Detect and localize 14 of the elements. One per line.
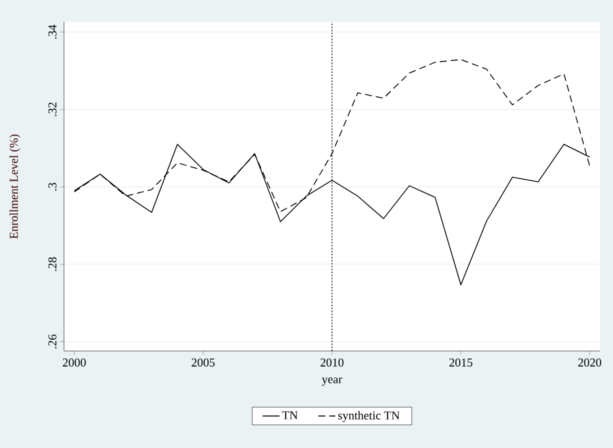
y-tick-label: .26 [48, 334, 57, 348]
x-axis-title: year [322, 378, 342, 386]
x-tick-label: 2010 [320, 358, 344, 367]
x-tick-label: 2020 [578, 358, 602, 367]
y-tick-label: .34 [48, 24, 57, 39]
y-tick-label: .28 [48, 257, 57, 271]
y-tick-label: .3 [48, 182, 57, 191]
legend-label: TN [282, 411, 298, 420]
x-tick-label: 2015 [449, 358, 472, 367]
legend-label: synthetic TN [338, 411, 400, 422]
y-axis-title: Enrollment Level (%) [9, 134, 20, 239]
x-tick-label: 2000 [62, 358, 86, 367]
y-tick-label: .32 [48, 102, 57, 116]
x-tick-label: 2005 [192, 358, 215, 367]
